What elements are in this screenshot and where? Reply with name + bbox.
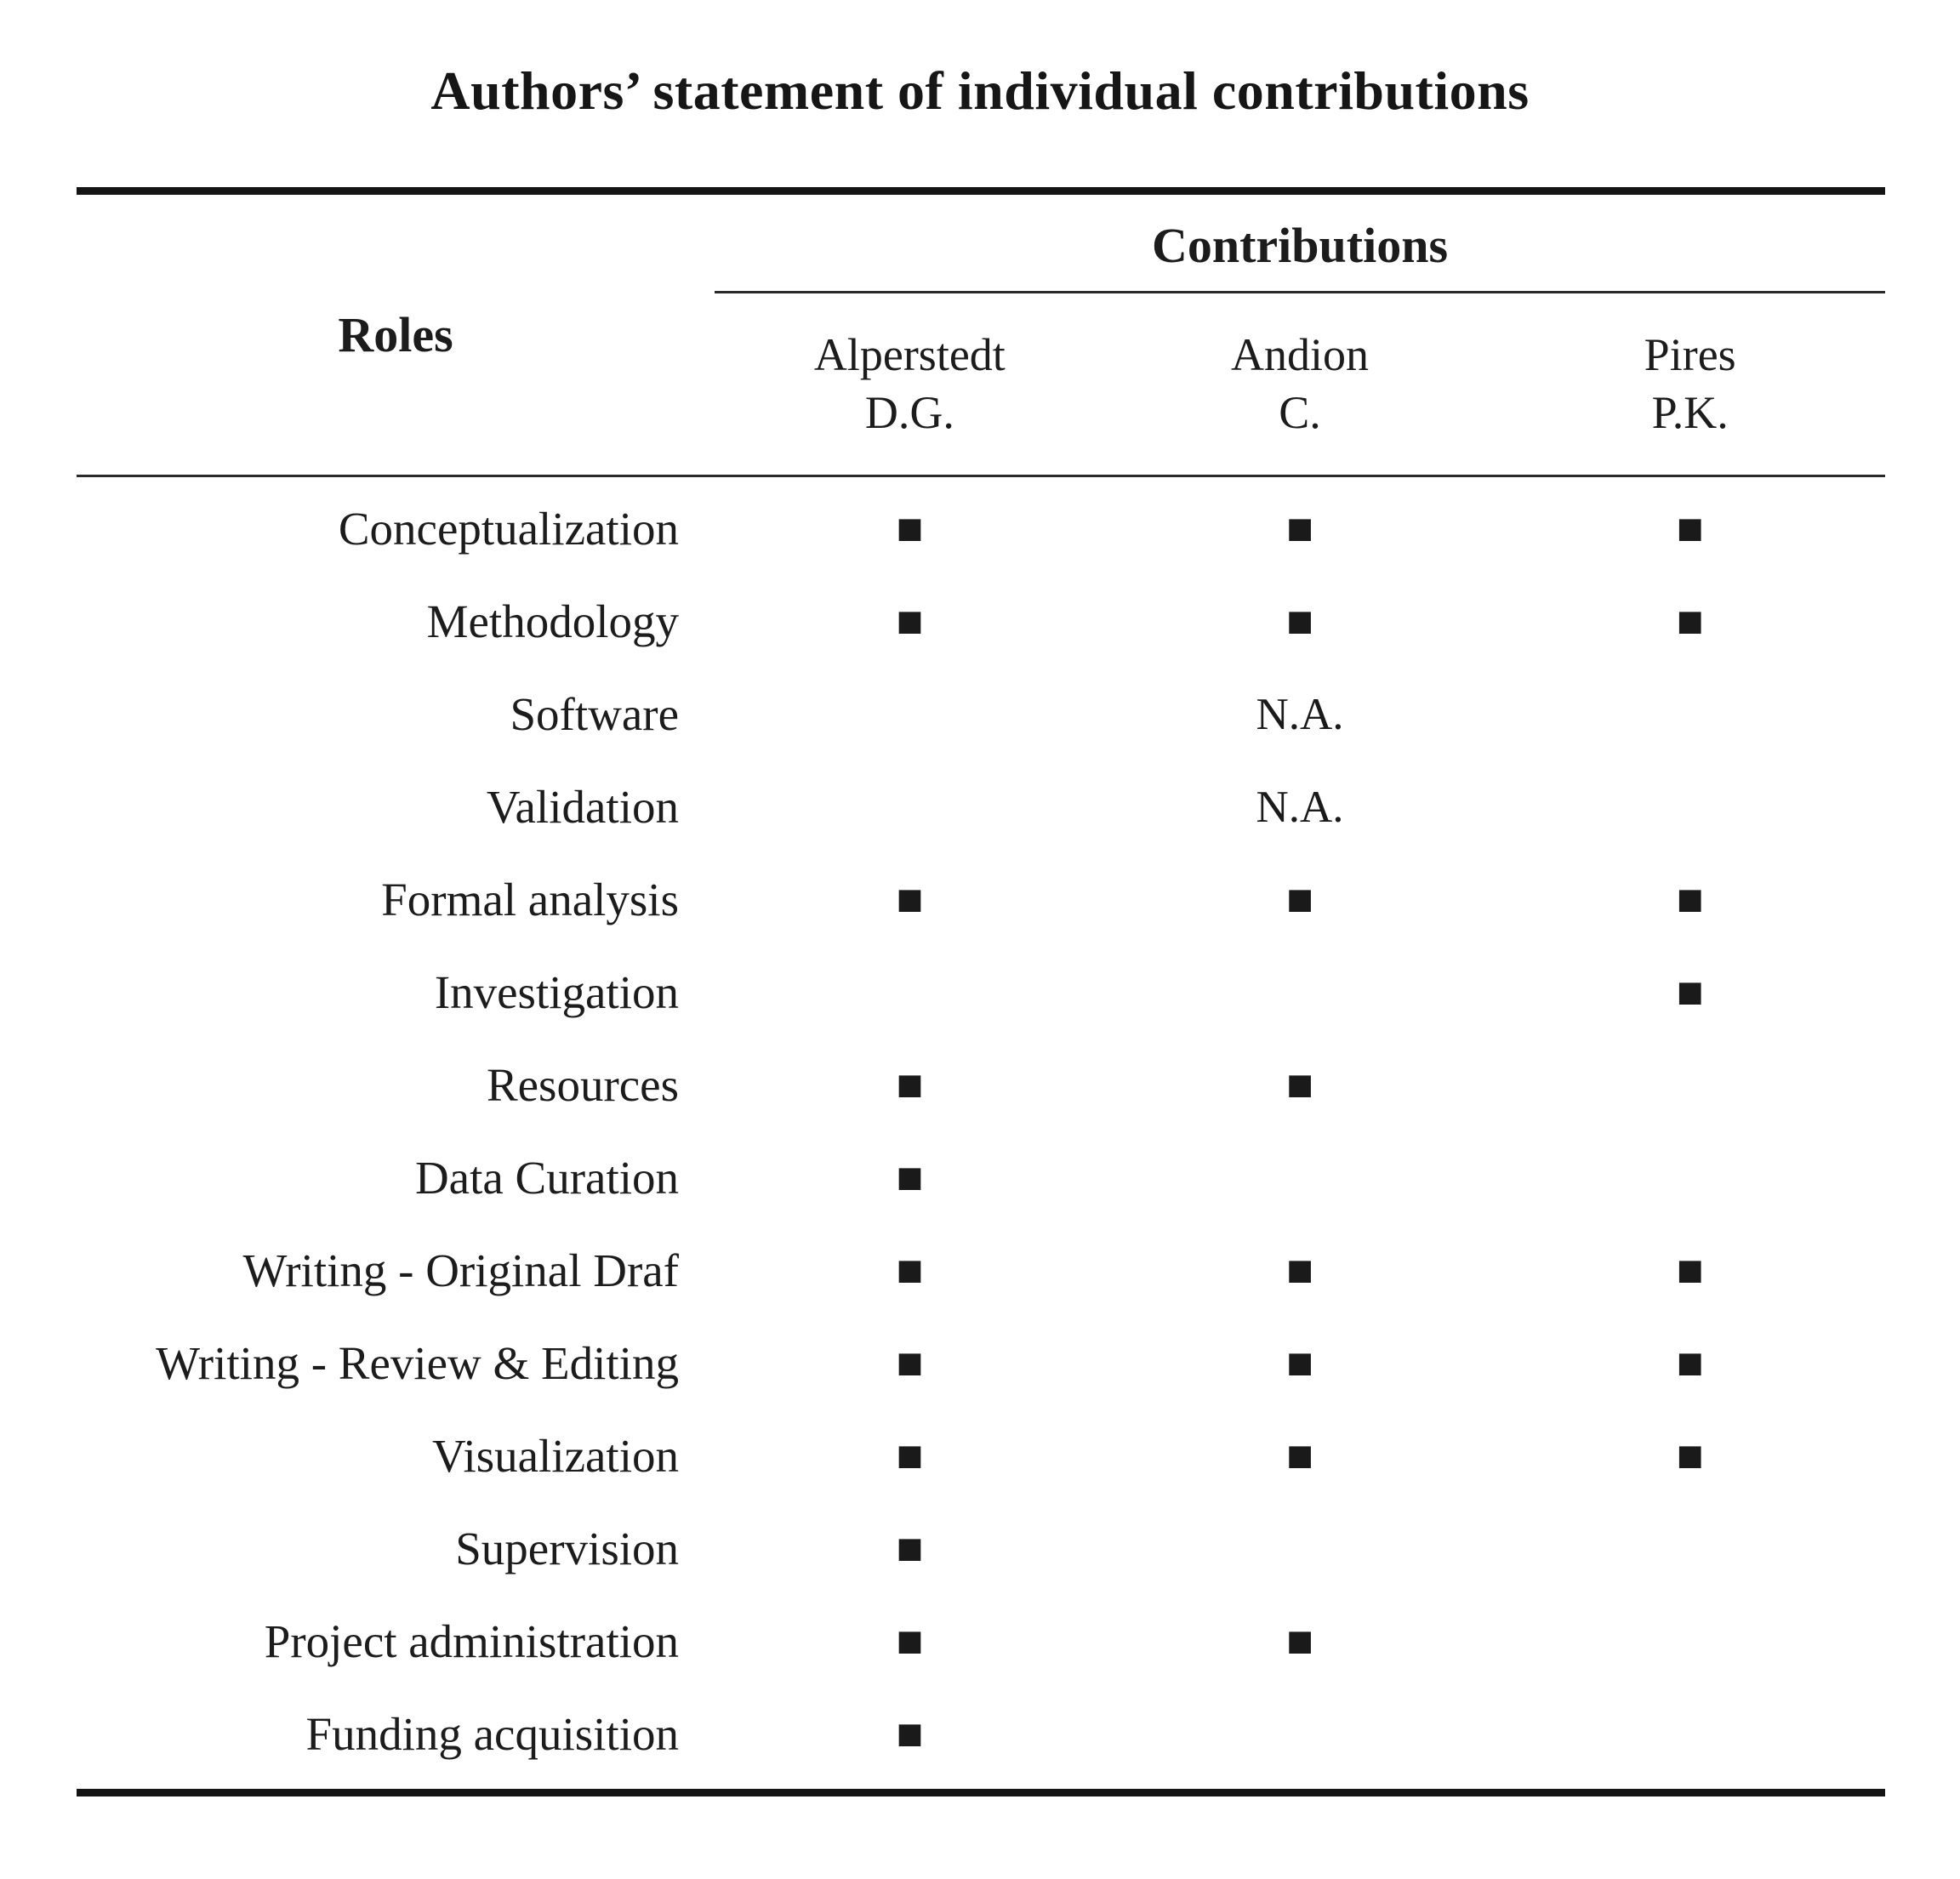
role-label: Resources (486, 1059, 679, 1111)
role-label: Data Curation (414, 1152, 679, 1204)
contribution-cell: ■ (1285, 1338, 1313, 1388)
table-row: Project administration ■ ■ (77, 1595, 1885, 1688)
contribution-cell: ■ (1676, 967, 1704, 1017)
contribution-cell: ■ (896, 1616, 924, 1666)
contribution-cell: N.A. (1256, 689, 1344, 739)
contribution-cell: ■ (896, 1338, 924, 1388)
author-header-row: Alperstedt D.G. Andion C. Pires P.K. (715, 293, 1885, 475)
table-header: Roles Contributions Alperstedt D.G. Andi… (77, 195, 1885, 477)
contribution-cell: ■ (896, 504, 924, 554)
contribution-cell: ■ (896, 1153, 924, 1203)
contribution-cell: ■ (1285, 1060, 1313, 1110)
role-label: Investigation (434, 966, 679, 1018)
author-initials: D.G. (864, 386, 954, 438)
role-label: Visualization (432, 1430, 679, 1482)
table-row: Resources ■ ■ (77, 1039, 1885, 1131)
table-row: Investigation ■ (77, 946, 1885, 1039)
role-label: Software (510, 688, 679, 740)
role-label: Supervision (455, 1523, 679, 1574)
table-row: Funding acquisition ■ (77, 1688, 1885, 1780)
roles-header-cell: Roles (77, 195, 715, 475)
contributions-table: Roles Contributions Alperstedt D.G. Andi… (77, 187, 1885, 1796)
author-name: Pires (1644, 329, 1736, 380)
contribution-cell: ■ (1285, 874, 1313, 925)
author-initials: P.K. (1651, 386, 1729, 438)
contribution-cell: ■ (896, 1060, 924, 1110)
contribution-cell: ■ (1285, 1431, 1313, 1481)
table-row: Visualization ■ ■ ■ (77, 1409, 1885, 1502)
contributions-header-label: Contributions (715, 195, 1885, 293)
contribution-cell: ■ (1676, 1245, 1704, 1295)
table-row: Data Curation ■ (77, 1131, 1885, 1224)
role-label: Conceptualization (338, 503, 679, 555)
role-label: Writing - Original Draf (242, 1244, 679, 1296)
table-row: Validation N.A. (77, 760, 1885, 853)
table-row: Writing - Review & Editing ■ ■ ■ (77, 1317, 1885, 1409)
contribution-cell: ■ (1676, 596, 1704, 646)
author-column-header: Andion C. (1105, 327, 1496, 441)
contribution-cell: ■ (896, 1523, 924, 1574)
contribution-cell: ■ (1285, 1616, 1313, 1666)
author-name: Alperstedt (813, 329, 1006, 380)
contribution-cell: ■ (1676, 1431, 1704, 1481)
page-title: Authors’ statement of individual contrib… (430, 60, 1530, 121)
contribution-cell: ■ (1676, 504, 1704, 554)
table-row: Supervision ■ (77, 1502, 1885, 1595)
contribution-cell: ■ (1676, 1338, 1704, 1388)
table-row: Writing - Original Draf ■ ■ ■ (77, 1224, 1885, 1317)
role-label: Writing - Review & Editing (156, 1337, 679, 1389)
role-label: Funding acquisition (305, 1708, 679, 1760)
contribution-cell: ■ (896, 596, 924, 646)
role-label: Validation (486, 781, 679, 833)
author-initials: C. (1279, 386, 1321, 438)
author-column-header: Pires P.K. (1495, 327, 1885, 441)
table-row: Formal analysis ■ ■ ■ (77, 853, 1885, 946)
role-label: Project administration (264, 1615, 679, 1667)
table-body: Conceptualization ■ ■ ■ Methodology ■ ■ … (77, 477, 1885, 1789)
contribution-cell: ■ (896, 1431, 924, 1481)
contribution-cell: ■ (1285, 504, 1313, 554)
role-label: Methodology (426, 595, 679, 647)
table-row: Conceptualization ■ ■ ■ (77, 482, 1885, 575)
contribution-cell: ■ (1285, 596, 1313, 646)
author-name: Andion (1231, 329, 1369, 380)
contribution-cell: ■ (896, 1709, 924, 1759)
roles-header-label: Roles (338, 307, 453, 362)
contribution-cell: N.A. (1256, 782, 1344, 832)
contribution-cell: ■ (896, 874, 924, 925)
contribution-cell: ■ (896, 1245, 924, 1295)
author-column-header: Alperstedt D.G. (715, 327, 1105, 441)
contributions-header-group: Contributions Alperstedt D.G. Andion C. … (715, 195, 1885, 475)
table-row: Methodology ■ ■ ■ (77, 575, 1885, 668)
table-row: Software N.A. (77, 668, 1885, 760)
role-label: Formal analysis (381, 874, 679, 925)
contribution-cell: ■ (1285, 1245, 1313, 1295)
contribution-cell: ■ (1676, 874, 1704, 925)
